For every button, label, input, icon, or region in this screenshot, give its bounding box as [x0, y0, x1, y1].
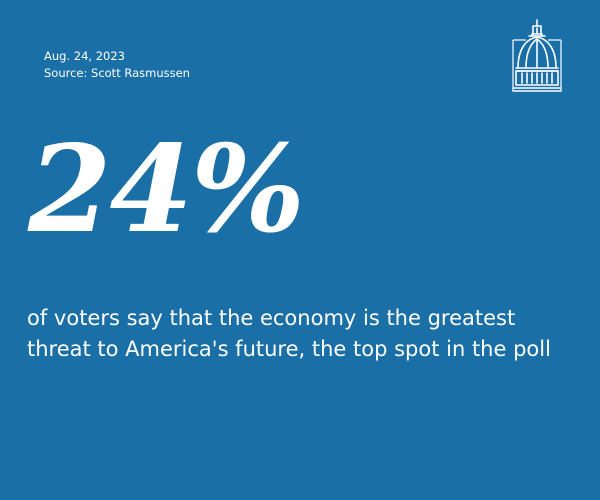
meta-info: Aug. 24, 2023 Source: Scott Rasmussen: [44, 48, 190, 82]
stat-caption: of voters say that the economy is the gr…: [27, 306, 551, 361]
stat-value: 24%: [28, 119, 305, 260]
capitol-dome-icon: [512, 19, 562, 92]
source-label: Source: Scott Rasmussen: [44, 66, 190, 80]
date-label: Aug. 24, 2023: [44, 49, 125, 63]
